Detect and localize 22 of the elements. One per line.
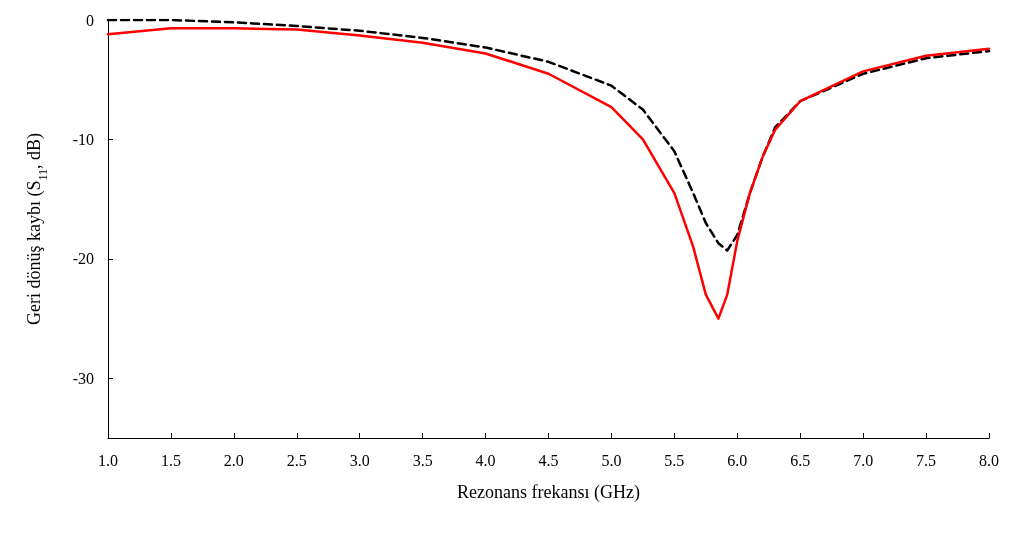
x-tick-label: 6.0 [727,451,748,469]
y-tick-label: 0 [86,11,94,29]
x-tick-label: 7.0 [853,451,874,469]
y-tick-label: -20 [72,250,94,268]
x-tick-label: 7.5 [916,451,937,469]
x-tick-label: 6.5 [790,451,811,469]
x-tick-label: 3.0 [349,451,370,469]
x-tick-label: 5.0 [601,451,622,469]
x-tick-label: 3.5 [412,451,433,469]
x-axis-title: Rezonans frekansı (GHz) [457,482,640,503]
y-tick-label: -30 [72,369,94,387]
x-tick-label: 2.0 [223,451,244,469]
x-tick-label: 2.5 [286,451,307,469]
x-tick-label: 8.0 [979,451,999,469]
x-tick-label: 4.5 [538,451,559,469]
y-tick-label: -10 [72,130,94,148]
line-series [106,27,991,320]
y-axis-title: Geri dönüş kaybı (S11, dB) [24,132,50,326]
x-tick-label: 1.5 [160,451,181,469]
x-tick-label: 5.5 [664,451,685,469]
x-tick-label: 1.0 [98,451,118,469]
x-tick-label: 4.0 [475,451,496,469]
